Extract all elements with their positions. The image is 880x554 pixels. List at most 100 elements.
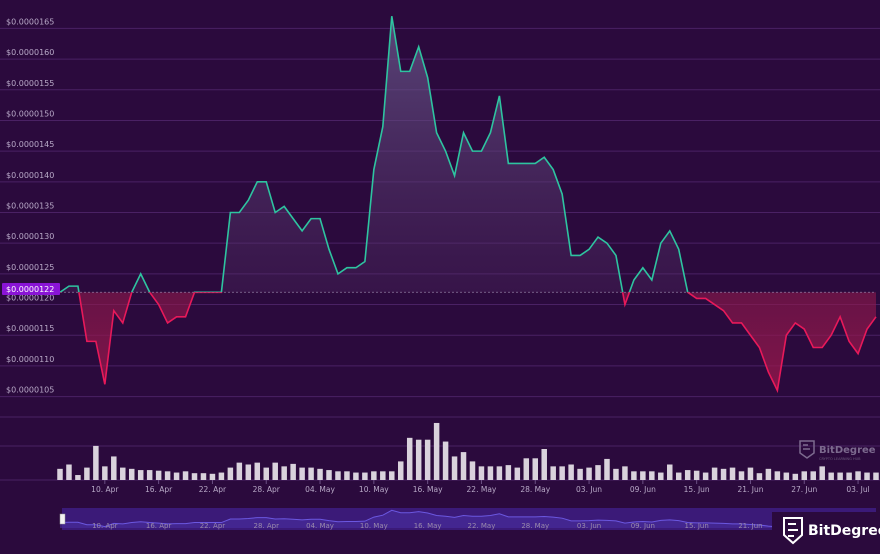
volume-bar [828,473,833,480]
volume-bar [793,474,798,480]
volume-bar [533,458,538,480]
x-tick-label: 09. Jun [630,485,656,494]
y-tick-label: $0.0000130 [6,232,54,241]
volume-bar [416,440,421,480]
navigator-tick-label: 03. Jun [577,522,601,530]
volume-bar [147,470,152,480]
x-tick-label: 27. Jun [791,485,817,494]
watermark-tagline: CRYPTO LEARNING HUB [819,457,861,461]
volume-bar [210,474,215,480]
volume-bar [631,471,636,480]
volume-bar [766,469,771,480]
volume-bars [57,423,878,480]
volume-bar [255,463,260,480]
y-tick-label: $0.0000145 [6,140,54,149]
volume-bar [676,473,681,480]
volume-bar [721,469,726,480]
volume-bar [864,473,869,480]
navigator-tick-label: 22. May [468,522,496,530]
y-tick-label: $0.0000150 [6,109,54,118]
volume-bar [299,468,304,480]
navigator-tick-label: 15. Jun [685,522,709,530]
navigator-tick-label: 09. Jun [631,522,655,530]
volume-bar [595,465,600,480]
volume-bar [389,471,394,480]
volume-bar [748,468,753,480]
volume-bar [84,468,89,480]
logo-name: BitDegree [808,523,880,539]
volume-bar [380,471,385,480]
volume-bar [326,470,331,480]
y-axis-ticks: $0.0000165$0.0000160$0.0000155$0.0000150… [6,17,54,394]
volume-bar [398,461,403,480]
volume-bar [757,473,762,480]
x-tick-label: 22. Apr [199,485,227,494]
volume-bar [541,449,546,480]
volume-bar [335,471,340,480]
navigator-tick-label: 04. May [306,522,334,530]
navigator-tick-label: 28. Apr [254,522,280,530]
volume-bar [739,471,744,480]
y-tick-label: $0.0000125 [6,263,54,272]
watermark: BitDegree CRYPTO LEARNING HUB [800,441,876,461]
volume-bar [837,473,842,480]
volume-bar [129,469,134,480]
volume-bar [506,465,511,480]
y-tick-label: $0.0000110 [6,355,54,364]
volume-bar [604,459,609,480]
volume-bar [488,466,493,480]
volume-bar [649,471,654,480]
volume-bar [281,466,286,480]
y-tick-label: $0.0000155 [6,79,54,88]
volume-bar [407,438,412,480]
bitdegree-shield-icon [800,441,814,458]
volume-bar [479,466,484,480]
navigator-tick-label: 10. May [360,522,388,530]
volume-bar [819,466,824,480]
volume-bar [613,469,618,480]
volume-bar [93,446,98,480]
x-tick-label: 21. Jun [737,485,763,494]
volume-bar [452,456,457,480]
y-tick-label: $0.0000160 [6,48,54,57]
volume-bar [246,465,251,481]
volume-bar [317,469,322,480]
volume-bar [57,469,62,480]
navigator-tick-label: 16. Apr [146,522,172,530]
volume-bar [810,471,815,480]
volume-bar [461,452,466,480]
volume-bar [219,473,224,480]
volume-bar [855,471,860,480]
navigator-left-handle[interactable] [60,514,65,524]
current-price-tag: $0.0000122 [2,283,60,295]
volume-bar [712,468,717,480]
volume-bar [102,466,107,480]
x-tick-label: 28. Apr [253,485,281,494]
y-tick-label: $0.0000105 [6,386,54,395]
volume-bar [730,468,735,480]
volume-bar [524,458,529,480]
volume-bar [138,470,143,480]
volume-bar [272,463,277,480]
volume-bar [120,468,125,480]
volume-bar [228,468,233,480]
volume-bar [443,442,448,480]
volume-bar [622,466,627,480]
x-tick-label: 04. May [305,485,335,494]
volume-bar [802,471,807,480]
volume-bar [775,471,780,480]
volume-bar [846,473,851,480]
x-tick-label: 22. May [467,485,497,494]
volume-bar [586,468,591,480]
volume-bar [559,466,564,480]
volume-bar [784,473,789,480]
x-tick-label: 10. Apr [91,485,119,494]
x-tick-label: 03. Jun [576,485,602,494]
volume-bar [75,475,80,480]
volume-bar [183,471,188,480]
volume-bar [290,464,295,480]
volume-bar [434,423,439,480]
